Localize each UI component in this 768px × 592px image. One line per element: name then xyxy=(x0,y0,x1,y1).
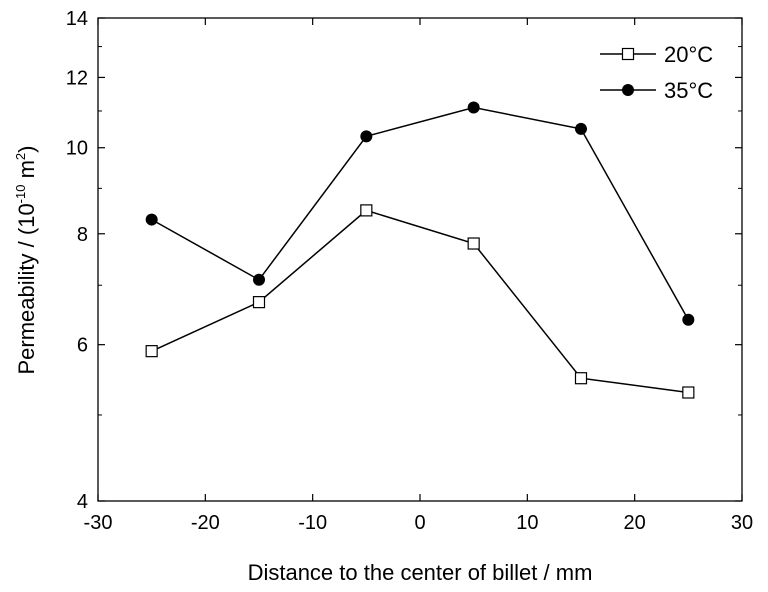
x-tick-label: -20 xyxy=(191,512,220,534)
data-point xyxy=(360,130,373,143)
y-tick-label: 8 xyxy=(77,224,88,246)
series-line xyxy=(151,106,689,321)
x-axis-label: Distance to the center of billet / mm xyxy=(248,560,593,585)
y-axis-label-unit-exponent: 2 xyxy=(13,153,28,160)
y-axis-label-exponent: -10 xyxy=(13,185,28,204)
y-axis-ticks: 4 6 8 10 12 14 xyxy=(66,8,742,513)
series-layer xyxy=(145,101,695,399)
data-point xyxy=(253,273,265,286)
data-point xyxy=(252,296,266,309)
data-point xyxy=(575,122,587,135)
legend: 20°C 35°C xyxy=(600,42,713,103)
y-axis-label-main: Permeability / (10 xyxy=(14,203,39,374)
y-axis-label: Permeability / (10-10 m2) xyxy=(13,146,39,375)
legend-label: 20°C xyxy=(664,42,713,67)
x-tick-label: 0 xyxy=(414,512,425,534)
data-point xyxy=(145,213,158,226)
x-tick-label: -10 xyxy=(298,512,327,534)
legend-marker xyxy=(622,84,634,96)
data-point xyxy=(682,313,695,326)
y-axis-label-close: ) xyxy=(14,146,39,153)
x-tick-label: 30 xyxy=(731,512,753,534)
x-axis-ticks: -30 -20 -10 0 10 20 30 xyxy=(84,18,753,534)
x-tick-label: 20 xyxy=(624,512,646,534)
y-axis-label-unit: m xyxy=(14,160,39,184)
series-line xyxy=(151,209,689,394)
y-tick-label: 10 xyxy=(66,138,88,160)
series-open-square xyxy=(145,204,695,399)
y-tick-label: 12 xyxy=(66,67,88,89)
legend-label: 35°C xyxy=(664,78,713,103)
data-point xyxy=(682,386,695,399)
y-tick-label: 6 xyxy=(77,335,88,357)
y-tick-label: 14 xyxy=(66,8,88,30)
series-filled-circle xyxy=(145,101,695,326)
y-tick-label: 4 xyxy=(77,491,88,513)
x-tick-label: 10 xyxy=(516,512,538,534)
data-point xyxy=(467,101,480,114)
data-point xyxy=(574,372,588,385)
data-point xyxy=(467,237,480,250)
x-tick-label: -30 xyxy=(84,512,113,534)
data-point xyxy=(360,204,373,217)
legend-marker xyxy=(621,47,635,61)
data-point xyxy=(145,345,158,358)
